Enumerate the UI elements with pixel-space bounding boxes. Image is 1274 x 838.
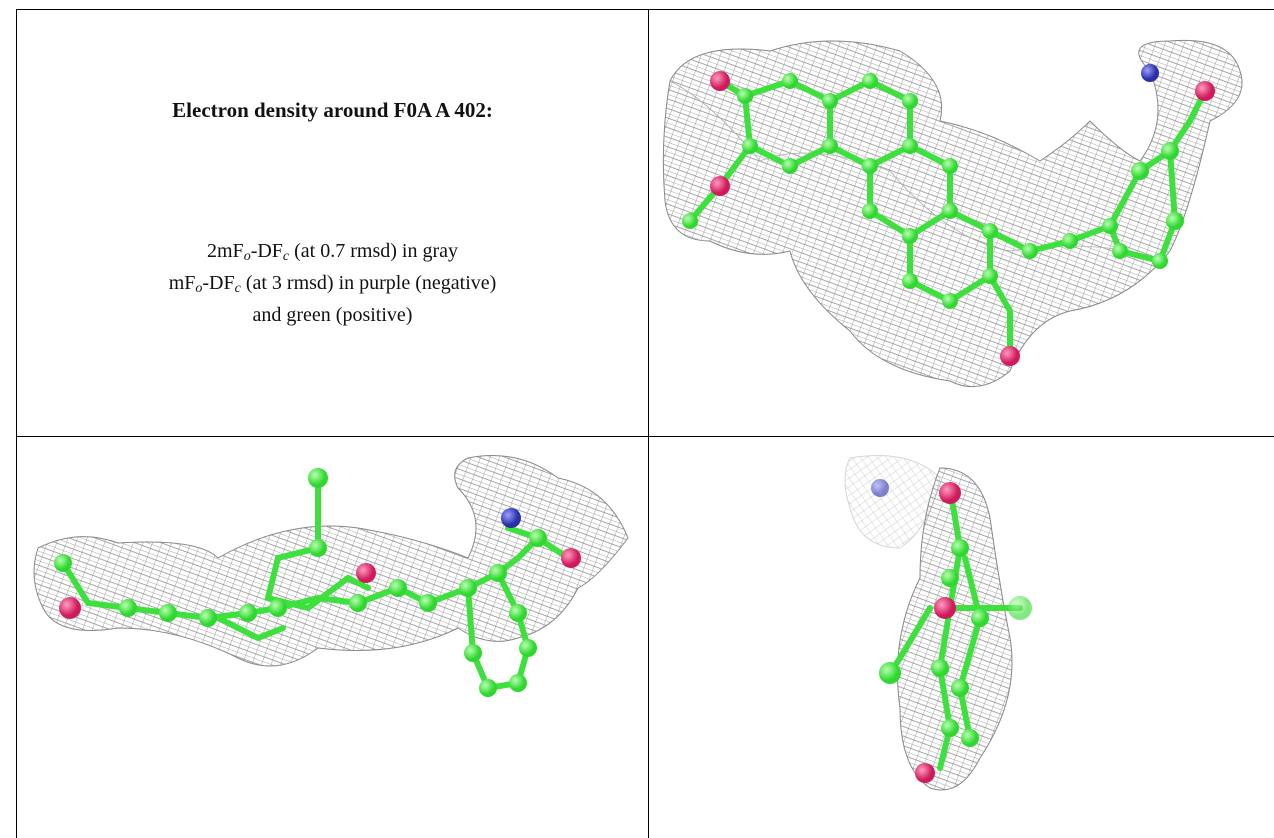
table-border	[16, 9, 17, 838]
cell-title: Electron density around F0A A 402:	[172, 98, 493, 122]
subscript: o	[195, 281, 203, 296]
legend-line: mFo-DFc (at 3 rmsd) in purple (negative)	[17, 270, 648, 302]
text-run: mF	[168, 272, 196, 294]
subscript: o	[243, 249, 251, 264]
subscript: c	[282, 249, 290, 264]
density-image-side	[33, 455, 629, 697]
density-image-end	[844, 455, 1032, 791]
text-run: and green (positive)	[252, 304, 413, 326]
legend-text: 2mFo-DFc (at 0.7 rmsd) in gray mFo-DFc (a…	[17, 238, 648, 329]
description-cell: Electron density around F0A A 402: 2mFo-…	[17, 10, 648, 436]
text-run: (at 0.7 rmsd) in gray	[289, 240, 458, 262]
subscript: c	[234, 281, 241, 296]
legend-line: and green (positive)	[17, 302, 648, 329]
table-border	[16, 9, 1274, 10]
density-image-top	[662, 39, 1243, 388]
text-run: -DF	[202, 272, 235, 294]
table-border	[648, 9, 649, 838]
text-run: -DF	[250, 240, 283, 262]
table-border	[16, 436, 1274, 437]
text-run: (at 3 rmsd) in purple (negative)	[240, 272, 497, 294]
text-run: 2mF	[207, 240, 244, 262]
legend-line: 2mFo-DFc (at 0.7 rmsd) in gray	[17, 238, 648, 270]
